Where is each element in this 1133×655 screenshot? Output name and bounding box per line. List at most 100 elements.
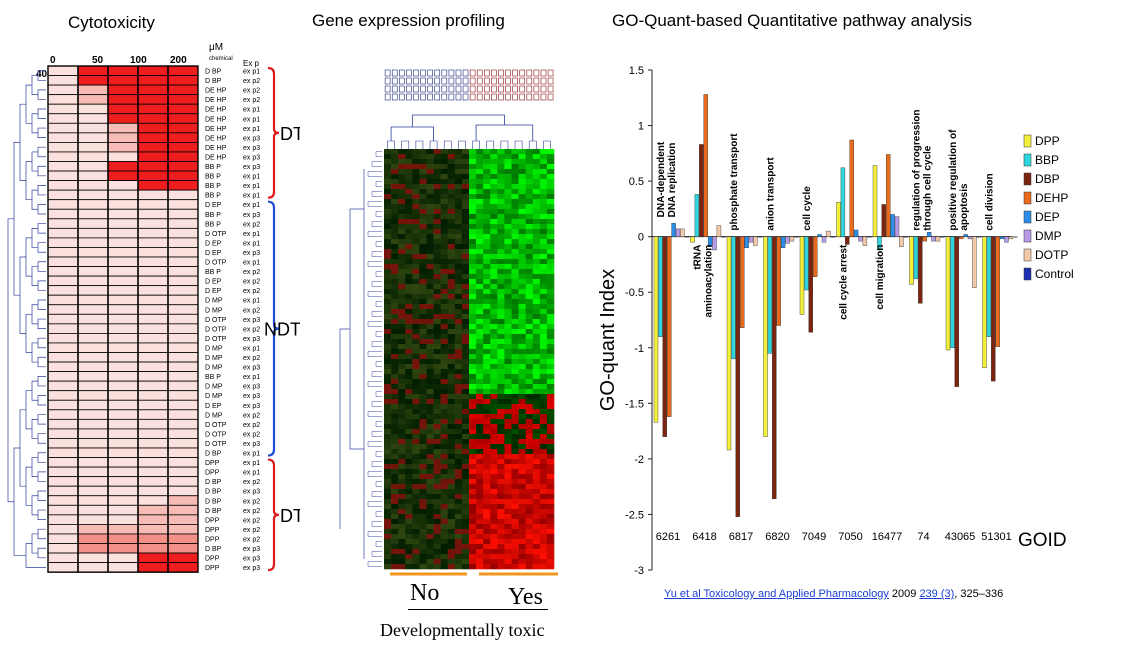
heatmap-cell (47, 380, 79, 392)
expression-cell (504, 509, 512, 515)
expression-cell (539, 239, 548, 245)
expression-cell (539, 344, 548, 350)
expression-cell (454, 374, 463, 380)
bar-dmp (785, 236, 790, 244)
expression-cell (426, 489, 434, 495)
expression-cell (454, 484, 463, 490)
expression-cell (539, 414, 548, 420)
bar-dbp (991, 236, 996, 382)
expression-cell (483, 199, 491, 205)
expression-cell (504, 339, 512, 345)
expression-cell (433, 384, 441, 390)
expression-cell (469, 469, 477, 475)
expression-cell (426, 349, 434, 355)
expression-cell (497, 414, 505, 420)
expression-cell (490, 244, 498, 250)
expression-cell (426, 364, 434, 370)
expression-cell (398, 359, 406, 365)
expression-cell (447, 274, 456, 280)
expression-cell (539, 479, 548, 485)
row-dendrogram-branch (375, 241, 382, 247)
heatmap-cell (77, 390, 109, 401)
expression-cell (539, 189, 548, 195)
expression-cell (525, 559, 534, 565)
expression-cell (532, 189, 541, 195)
expression-cell (476, 534, 484, 540)
dendrogram-branch (37, 280, 46, 291)
citation-issue[interactable]: (3) (937, 588, 955, 600)
expression-cell (461, 434, 470, 440)
expression-cell (433, 499, 441, 505)
legend-swatch-dmp (1023, 229, 1032, 243)
expression-cell (433, 209, 441, 215)
column-label-glyph (420, 77, 426, 85)
expression-cell (412, 389, 420, 395)
column-label-glyph (455, 85, 462, 93)
expression-cell (433, 164, 441, 170)
expression-cell (419, 404, 427, 410)
citation-volume[interactable]: 239 (919, 588, 938, 600)
expression-cell (539, 179, 548, 185)
expression-cell (426, 339, 434, 345)
expression-cell (532, 239, 541, 245)
expression-cell (497, 474, 505, 480)
heatmap-cell (47, 562, 79, 573)
expression-cell (405, 409, 413, 415)
expression-cell (518, 259, 526, 265)
expression-cell (504, 374, 512, 380)
expression-cell (476, 434, 484, 440)
row-exp-label: ex p2 (243, 88, 260, 95)
expression-cell (384, 174, 392, 180)
expression-cell (461, 364, 470, 370)
expression-cell (384, 394, 392, 400)
expression-cell (504, 514, 512, 520)
row-dendrogram-branch (367, 561, 382, 567)
expression-cell (476, 234, 484, 240)
heatmap-cell (107, 275, 139, 287)
expression-cell (497, 544, 505, 550)
heatmap-cell (47, 275, 79, 287)
column-label-glyph (498, 93, 504, 101)
expression-cell (532, 544, 541, 550)
column-label-glyph (547, 69, 554, 77)
expression-cell (525, 524, 534, 530)
expression-cell (469, 184, 477, 190)
expression-cell (518, 419, 526, 425)
column-dendrogram-top (390, 114, 534, 141)
expression-cell (461, 174, 470, 180)
heatmap-cell (77, 457, 109, 468)
expression-cell (518, 479, 526, 485)
expression-cell (433, 554, 441, 560)
expression-cell (433, 514, 441, 520)
expression-cell (539, 184, 548, 190)
bar-control (940, 236, 945, 238)
expression-cell (546, 359, 555, 365)
expression-cell (405, 269, 413, 275)
expression-cell (525, 454, 534, 460)
expression-cell (532, 284, 541, 290)
expression-cell (384, 419, 392, 425)
expression-cell (419, 364, 427, 370)
expression-cell (476, 279, 484, 285)
expression-cell (476, 264, 484, 270)
expression-cell (469, 174, 477, 180)
expression-cell (539, 444, 548, 450)
citation-link[interactable]: Yu et al Toxicology and Applied Pharmaco… (664, 588, 889, 600)
expression-cell (384, 294, 392, 300)
heatmap-cell (137, 266, 169, 277)
expression-cell (405, 204, 413, 210)
expression-cell (426, 564, 434, 570)
expression-cell (518, 529, 526, 535)
expression-cell (476, 524, 484, 530)
expression-cell (461, 304, 470, 310)
expression-cell (497, 329, 505, 335)
expression-cell (511, 294, 519, 300)
expression-cell (546, 344, 555, 350)
expression-cell (518, 294, 526, 300)
expression-cell (447, 259, 456, 265)
expression-cell (525, 384, 534, 390)
expression-cell (532, 229, 541, 235)
expression-cell (398, 169, 406, 175)
expression-cell (525, 249, 534, 255)
bar-dmp (858, 236, 863, 242)
